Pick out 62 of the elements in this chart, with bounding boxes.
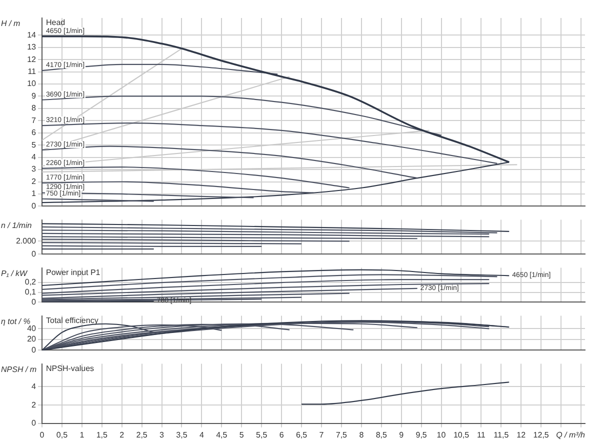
y-tick-label: 10 [27, 79, 37, 88]
x-tick-label: 7,5 [336, 430, 348, 440]
x-tick-label: 12,5 [533, 430, 550, 440]
y-tick-label: 4 [32, 152, 37, 162]
x-tick-label: 5,5 [256, 430, 268, 440]
x-tick-label: 2 [120, 430, 125, 440]
x-tick-label: 8,5 [376, 430, 388, 440]
y-tick-label: 0,2 [24, 278, 37, 287]
y-tick-label: 14 [27, 30, 37, 40]
y-tick-label: 0 [32, 297, 37, 306]
x-axis-title: Q / m³/h [556, 430, 586, 440]
x-tick-label: 8 [359, 430, 364, 440]
y-tick-label: 1 [32, 189, 37, 198]
x-tick-label: 10,5 [453, 430, 470, 440]
x-tick-label: 11 [477, 430, 486, 440]
x-tick-label: 5 [239, 430, 244, 440]
y-tick-label: 12 [27, 54, 37, 64]
y-tick-label: 40 [27, 324, 37, 333]
chart-title: Power input P1 [46, 268, 101, 278]
x-tick-label: 10 [436, 430, 446, 440]
y-tick-label: 4 [32, 382, 37, 391]
y-tick-label: 6 [32, 128, 37, 138]
x-tick-label: 6 [279, 430, 284, 440]
x-tick-label: 0 [40, 430, 45, 440]
y-tick-label: 8 [32, 104, 37, 113]
y-tick-label: 0 [32, 249, 37, 258]
y-axis-title: η tot / % [1, 317, 30, 326]
x-tick-label: 1,5 [96, 430, 108, 440]
x-tick-label: 1 [80, 430, 85, 440]
chart-title: NPSH-values [46, 364, 94, 374]
x-tick-label: 12 [516, 430, 526, 440]
y-axis-title: H / m [1, 19, 20, 28]
y-axis-title: n / 1/min [1, 221, 32, 230]
y-axis-title: NPSH / m [1, 365, 37, 374]
y-tick-label: 0 [32, 201, 37, 210]
x-tick-label: 3,5 [176, 430, 188, 440]
y-tick-label: 2 [32, 400, 37, 410]
x-tick-label: 2,5 [136, 430, 148, 440]
y-tick-label: 0,1 [24, 288, 37, 297]
x-tick-label: 9,5 [416, 430, 428, 440]
y-tick-label: 3 [32, 164, 37, 174]
x-tick-label: 11,5 [494, 430, 510, 440]
x-tick-label: 9 [399, 430, 404, 440]
y-tick-label: 0 [32, 418, 37, 428]
x-tick-label: 0,5 [56, 430, 68, 440]
y-tick-label: 7 [32, 116, 37, 125]
x-tick-label: 7 [319, 430, 324, 440]
y-tick-label: 5 [32, 140, 37, 150]
chart-title: Head [46, 18, 66, 28]
x-tick-label: 3 [160, 430, 165, 440]
x-tick-label: 4,5 [216, 430, 228, 440]
x-tick-label: 6,5 [296, 430, 308, 440]
chart-title: Total efficiency [46, 316, 98, 326]
y-tick-label: 2 [32, 176, 37, 186]
y-axis-title: P₁ / kW [1, 269, 29, 278]
x-tick-label: 4 [199, 430, 204, 440]
y-tick-label: 0 [32, 345, 37, 354]
y-tick-label: 13 [27, 42, 37, 52]
y-tick-label: 9 [32, 91, 37, 100]
y-tick-label: 2.000 [16, 236, 37, 246]
y-tick-label: 11 [28, 66, 37, 76]
y-tick-label: 20 [27, 334, 37, 344]
